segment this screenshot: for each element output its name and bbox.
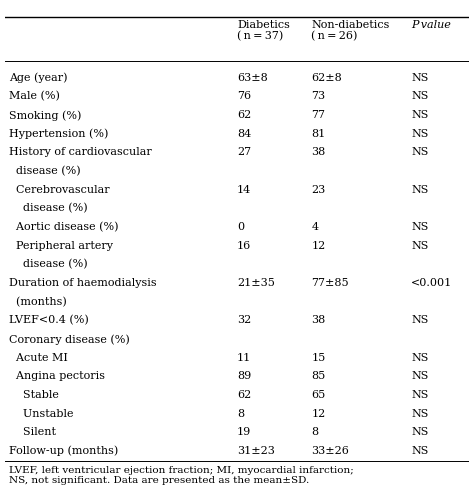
Text: 14: 14 [237, 185, 251, 195]
Text: disease (%): disease (%) [9, 260, 88, 270]
Text: 62±8: 62±8 [311, 73, 342, 83]
Text: <0.001: <0.001 [411, 278, 453, 288]
Text: LVEF<0.4 (%): LVEF<0.4 (%) [9, 315, 89, 326]
Text: NS: NS [411, 110, 428, 120]
Text: 65: 65 [311, 390, 326, 400]
Text: 89: 89 [237, 371, 251, 381]
Text: 23: 23 [311, 185, 326, 195]
Text: 85: 85 [311, 371, 326, 381]
Text: Age (year): Age (year) [9, 73, 68, 83]
Text: NS: NS [411, 446, 428, 456]
Text: 33±26: 33±26 [311, 446, 349, 456]
Text: 62: 62 [237, 390, 251, 400]
Text: NS: NS [411, 390, 428, 400]
Text: Male (%): Male (%) [9, 91, 60, 102]
Text: Stable: Stable [9, 390, 59, 400]
Text: LVEF, left ventricular ejection fraction; MI, myocardial infarction;
NS, not sig: LVEF, left ventricular ejection fraction… [9, 465, 354, 485]
Text: (months): (months) [9, 297, 67, 307]
Text: 38: 38 [311, 147, 326, 157]
Text: NS: NS [411, 409, 428, 419]
Text: 12: 12 [311, 240, 326, 250]
Text: 84: 84 [237, 129, 251, 139]
Text: 0: 0 [237, 222, 244, 232]
Text: 11: 11 [237, 353, 251, 363]
Text: 73: 73 [311, 91, 326, 101]
Text: NS: NS [411, 240, 428, 250]
Text: Coronary disease (%): Coronary disease (%) [9, 334, 130, 345]
Text: 4: 4 [311, 222, 319, 232]
Text: Aortic disease (%): Aortic disease (%) [9, 222, 119, 232]
Text: Duration of haemodialysis: Duration of haemodialysis [9, 278, 157, 288]
Text: Follow-up (months): Follow-up (months) [9, 446, 119, 456]
Text: NS: NS [411, 222, 428, 232]
Text: 81: 81 [311, 129, 326, 139]
Text: 12: 12 [311, 409, 326, 419]
Text: Unstable: Unstable [9, 409, 74, 419]
Text: Peripheral artery: Peripheral artery [9, 240, 113, 250]
Text: 76: 76 [237, 91, 251, 101]
Text: Smoking (%): Smoking (%) [9, 110, 82, 121]
Text: Cerebrovascular: Cerebrovascular [9, 185, 110, 195]
Text: 77: 77 [311, 110, 325, 120]
Text: 62: 62 [237, 110, 251, 120]
Text: NS: NS [411, 315, 428, 325]
Text: 15: 15 [311, 353, 326, 363]
Text: NS: NS [411, 427, 428, 437]
Text: NS: NS [411, 73, 428, 83]
Text: 8: 8 [311, 427, 319, 437]
Text: NS: NS [411, 91, 428, 101]
Text: disease (%): disease (%) [9, 166, 81, 176]
Text: Angina pectoris: Angina pectoris [9, 371, 105, 381]
Text: Silent: Silent [9, 427, 56, 437]
Text: 8: 8 [237, 409, 244, 419]
Text: NS: NS [411, 353, 428, 363]
Text: 38: 38 [311, 315, 326, 325]
Text: 32: 32 [237, 315, 251, 325]
Text: Diabetics
( n = 37): Diabetics ( n = 37) [237, 20, 290, 42]
Text: disease (%): disease (%) [9, 203, 88, 214]
Text: 21±35: 21±35 [237, 278, 275, 288]
Text: 31±23: 31±23 [237, 446, 275, 456]
Text: NS: NS [411, 371, 428, 381]
Text: Acute MI: Acute MI [9, 353, 68, 363]
Text: Non-diabetics
( n = 26): Non-diabetics ( n = 26) [311, 20, 390, 42]
Text: NS: NS [411, 129, 428, 139]
Text: 19: 19 [237, 427, 251, 437]
Text: NS: NS [411, 185, 428, 195]
Text: NS: NS [411, 147, 428, 157]
Text: 16: 16 [237, 240, 251, 250]
Text: 77±85: 77±85 [311, 278, 349, 288]
Text: 27: 27 [237, 147, 251, 157]
Text: Hypertension (%): Hypertension (%) [9, 129, 109, 139]
Text: History of cardiovascular: History of cardiovascular [9, 147, 152, 157]
Text: 63±8: 63±8 [237, 73, 268, 83]
Text: P value: P value [411, 20, 451, 30]
